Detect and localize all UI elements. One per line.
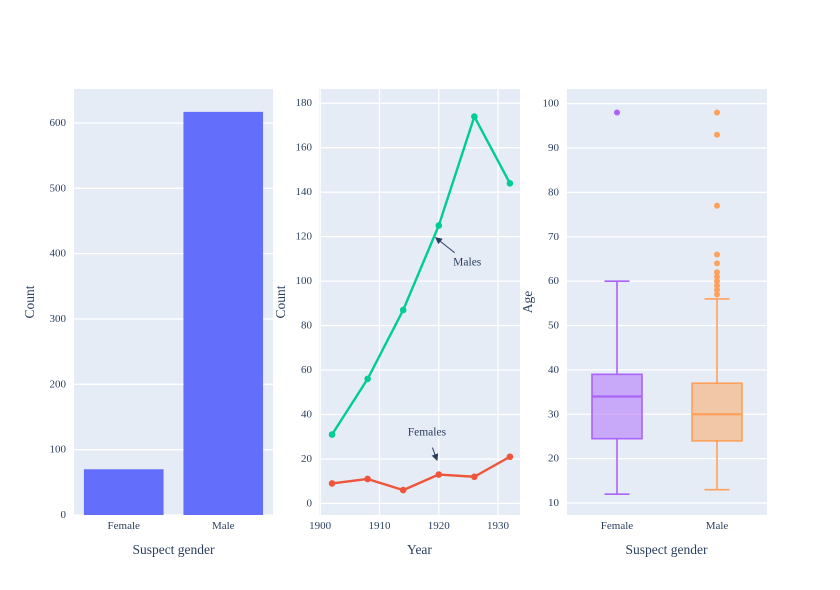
y-tick-label: 10 [548, 497, 560, 509]
x-tick-label: Female [108, 520, 140, 532]
y-tick-label: 80 [548, 186, 560, 198]
y-tick-label: 50 [548, 320, 560, 332]
x-tick-label: 1900 [309, 520, 332, 532]
y-tick-label: 300 [50, 313, 67, 325]
y-tick-label: 80 [301, 320, 313, 332]
y-tick-label: 20 [301, 453, 313, 465]
plot-area[interactable] [567, 89, 767, 515]
females-point[interactable] [328, 480, 336, 487]
males-point[interactable] [328, 431, 336, 438]
male-outlier-point[interactable] [714, 131, 720, 138]
males-point[interactable] [364, 375, 371, 383]
y-tick-label: 40 [548, 364, 560, 376]
y-tick-label: 60 [548, 275, 560, 287]
y-tick-label: 90 [548, 142, 560, 154]
y-tick-label: 140 [296, 186, 313, 198]
female-box[interactable] [591, 373, 643, 440]
y-tick-label: 0 [307, 497, 313, 509]
y-tick-label: 500 [50, 182, 67, 194]
male-outlier-point[interactable] [714, 260, 720, 267]
gender-count-bar-subplot: 0 100 200 300 400 500 600 Female Male [50, 89, 273, 532]
male-outlier-point[interactable] [714, 251, 720, 258]
bar-female[interactable] [83, 469, 164, 515]
y-tick-label: 100 [543, 98, 560, 110]
y-tick-label: 0 [61, 509, 67, 521]
females-point[interactable] [435, 471, 443, 478]
females-point[interactable] [471, 473, 478, 481]
male-outlier-point[interactable] [714, 269, 720, 276]
x-tick-label: Male [212, 520, 235, 532]
y-tick-label: 40 [301, 409, 313, 421]
plot-area[interactable] [319, 89, 520, 515]
females-line[interactable] [331, 455, 511, 492]
female-box-group[interactable] [591, 109, 643, 495]
male-box-group[interactable] [691, 109, 743, 491]
y-tick-label: 100 [50, 444, 67, 456]
y-tick-label: 400 [50, 248, 67, 260]
x-tick-label: 1930 [487, 520, 510, 532]
males-point[interactable] [435, 222, 443, 229]
males-point[interactable] [471, 113, 478, 120]
age-by-gender-box-subplot: 10 20 30 40 50 60 70 80 90 100 Female Male [543, 89, 767, 532]
males-point[interactable] [506, 179, 514, 187]
male-outlier-point[interactable] [714, 282, 720, 289]
females-point[interactable] [399, 486, 407, 494]
annotation-females: Females [408, 427, 447, 439]
male-outlier-point[interactable] [714, 291, 720, 298]
male-outlier-point[interactable] [714, 273, 720, 280]
bar-male[interactable] [183, 111, 264, 515]
male-outlier-point[interactable] [714, 109, 720, 116]
y-tick-label: 160 [296, 142, 313, 154]
y-tick-label: 20 [548, 453, 560, 465]
y-tick-label: 30 [548, 408, 560, 420]
annotation-males: Males [453, 257, 482, 269]
y-tick-label: 70 [548, 231, 560, 243]
y-tick-label: 200 [50, 378, 67, 390]
male-outlier-point[interactable] [714, 287, 720, 294]
y-tick-label: 120 [296, 231, 313, 243]
females-point[interactable] [364, 475, 371, 483]
females-point[interactable] [506, 453, 514, 461]
males-point[interactable] [399, 306, 407, 314]
x-tick-label: Female [601, 520, 633, 532]
count-by-year-line-subplot: 0 20 40 60 80 100 120 140 160 180 1900 1910 1920 1930… [296, 89, 520, 532]
males-line[interactable] [331, 115, 511, 436]
x-tick-label: 1910 [368, 520, 391, 532]
y-tick-label: 100 [296, 275, 313, 287]
female-outlier-point[interactable] [614, 109, 620, 116]
y-tick-label: 60 [301, 364, 313, 376]
male-outlier-point[interactable] [714, 278, 720, 285]
male-box[interactable] [691, 382, 743, 442]
x-tick-label: 1920 [428, 520, 451, 532]
y-tick-label: 180 [296, 97, 313, 109]
male-outlier-point[interactable] [714, 202, 720, 209]
annotation-arrow-females [431, 447, 439, 462]
annotation-arrow-males [435, 237, 456, 254]
x-tick-label: Male [706, 520, 729, 532]
y-tick-label: 600 [50, 117, 67, 129]
